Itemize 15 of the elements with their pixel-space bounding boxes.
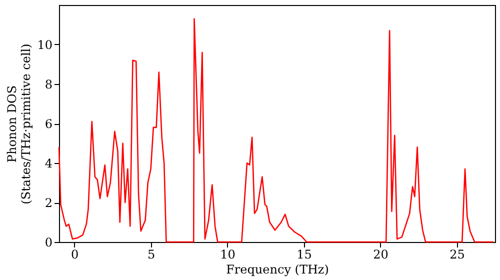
x-tick-label: 5: [147, 248, 156, 262]
x-axis-title: Frequency (THz): [226, 262, 329, 276]
x-tick-label: 25: [450, 248, 465, 262]
y-tick-label: 10: [37, 38, 52, 52]
y-tick-label: 0: [44, 236, 52, 250]
x-tick-label: 0: [70, 248, 79, 262]
y-tick-label: 6: [44, 117, 52, 131]
x-tick-label: 20: [373, 248, 388, 262]
x-tick-label: 10: [220, 248, 236, 262]
y-tick-label: 4: [44, 156, 53, 170]
y-tick-label: 8: [44, 78, 52, 92]
x-tick-label: 15: [296, 248, 312, 262]
line-series: [58, 18, 494, 243]
y-tick-label: 2: [44, 196, 52, 210]
y-axis-title: Phonon DOS (States/THz·primitive cell): [5, 44, 34, 204]
